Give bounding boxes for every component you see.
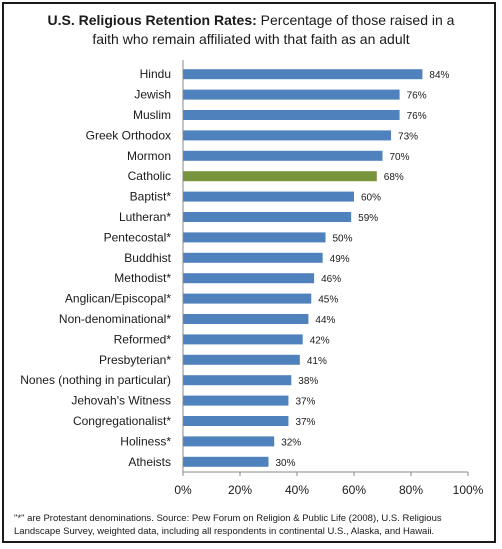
bar [183,232,326,243]
value-label: 32% [281,437,301,448]
bar [183,110,400,120]
category-label: Presbyterian* [99,353,171,367]
bar [183,395,289,406]
title-rest: Percentage of those raised in a [256,12,455,28]
bar [183,212,352,222]
category-label: Nones (nothing in particular) [20,373,171,387]
category-label: Methodist* [114,271,171,285]
value-label: 59% [358,213,378,224]
bar [183,334,303,345]
category-label: Mormon [127,149,171,163]
value-label: 68% [384,172,404,183]
value-label: 60% [361,193,381,204]
category-label: Baptist* [130,190,172,204]
value-label: 76% [407,111,427,122]
bar [183,69,423,80]
value-label: 84% [429,70,449,81]
bar [183,456,269,467]
category-label: Lutheran* [119,210,171,224]
category-label: Anglican/Episcopal* [65,292,171,306]
value-label: 49% [330,254,350,265]
bar [183,171,377,182]
category-label: Non-denominational* [59,312,171,326]
title-bold: U.S. Religious Retention Rates: [47,12,257,28]
category-label: Buddhist [124,251,171,265]
value-label: 45% [318,295,338,306]
value-label: 44% [315,315,335,326]
bar [183,252,323,263]
bar [183,89,400,100]
category-label: Muslim [133,108,171,122]
bar [183,130,392,141]
category-label: Jewish [134,88,171,102]
value-label: 38% [298,376,318,387]
category-label: Jehovah's Witness [71,394,171,408]
value-label: 46% [321,274,341,285]
value-label: 50% [333,233,353,244]
bar [183,436,275,447]
value-label: 30% [276,458,296,469]
x-tick-label: 40% [285,483,309,497]
bar [183,314,309,324]
footnote: "*" are Protestant denominations. Source… [14,513,442,537]
value-label: 73% [398,131,418,142]
category-label: Congregationalist* [73,414,171,428]
bar [183,375,292,386]
value-label: 37% [295,417,315,428]
value-label: 70% [390,152,410,163]
title-line-2: faith who remain affiliated with that fa… [92,31,410,47]
value-label: 76% [407,91,427,102]
category-label: Hindu [140,67,171,81]
bar [183,191,354,202]
bar [183,273,315,284]
value-label: 41% [307,356,327,367]
bar [183,416,289,426]
category-label: Atheists [128,455,171,469]
chart-title: U.S. Religious Retention Rates: Percenta… [0,11,502,49]
x-tick-label: 60% [342,483,366,497]
bar [183,293,312,304]
bar [183,354,300,365]
category-label: Catholic [128,169,171,183]
x-tick-label: 100% [453,483,484,497]
value-label: 37% [295,397,315,408]
category-label: Pentecostal* [104,230,172,244]
category-label: Holiness* [120,434,171,448]
x-tick-label: 0% [174,483,192,497]
category-label: Reformed* [114,332,172,346]
category-label: Greek Orthodox [86,128,171,142]
x-tick-label: 80% [399,483,423,497]
x-tick-label: 20% [228,483,252,497]
bar [183,150,383,161]
value-label: 42% [310,335,330,346]
